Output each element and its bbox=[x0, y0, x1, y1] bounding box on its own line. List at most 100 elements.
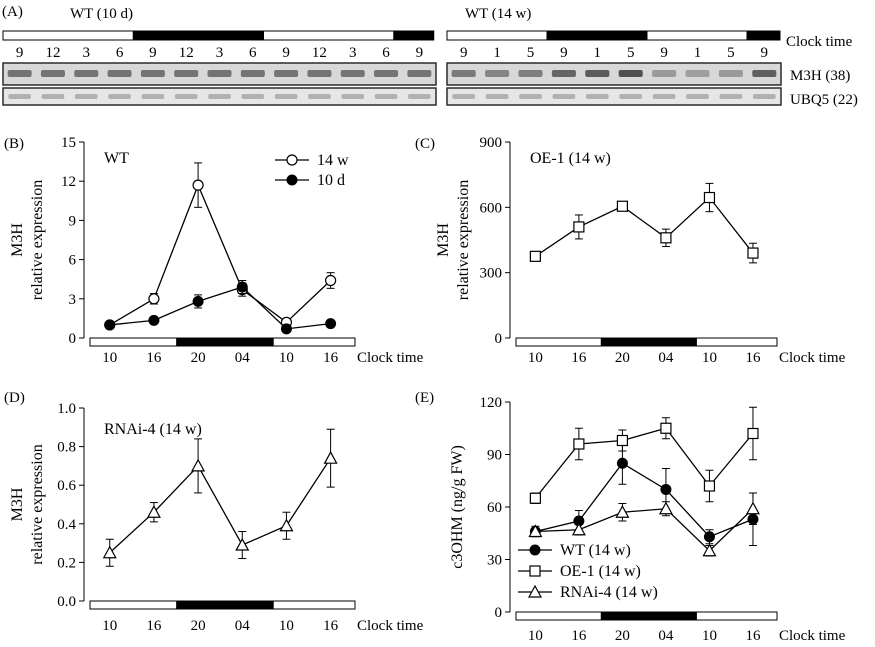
x-tick-label: 16 bbox=[323, 618, 339, 634]
gel-14w-ubq5-band bbox=[719, 94, 743, 99]
x-tick-label: 16 bbox=[745, 628, 761, 644]
gel-10d-m3h-band bbox=[340, 70, 365, 77]
gel-10d-ubq5-band bbox=[341, 94, 365, 99]
y-tick-label: 900 bbox=[480, 135, 503, 151]
data-point bbox=[192, 179, 204, 191]
x-tick-label: 10 bbox=[528, 628, 543, 644]
y-tick-label: 60 bbox=[487, 500, 502, 516]
y-tick-label: 0.8 bbox=[57, 440, 76, 456]
legend-item: OE-1 (14 w) bbox=[518, 563, 641, 580]
gel-14w-ubq5-band bbox=[552, 94, 576, 99]
gel-10d-lane-label: 6 bbox=[382, 45, 390, 61]
data-point bbox=[191, 458, 206, 472]
gel-14w-m3h-band bbox=[652, 70, 677, 77]
y-tick-label: 9 bbox=[69, 213, 77, 229]
data-point bbox=[660, 232, 672, 244]
data-point bbox=[529, 544, 541, 556]
gel-10d-m3h-band bbox=[174, 70, 199, 77]
gel-10d-ubq5-band bbox=[174, 94, 198, 99]
chart-panel-d: (D) 0.0 0.2 0.4 0.6 0.8 1.0 10 16 20 04 10 16 Clock t… bbox=[4, 390, 424, 634]
data-point bbox=[235, 537, 250, 551]
series-rnai-4-14-w- bbox=[528, 492, 760, 557]
gel-10d-lane-label: 3 bbox=[216, 45, 224, 61]
x-tick-label: 10 bbox=[102, 618, 117, 634]
gel-14w-lane-label: 9 bbox=[660, 45, 668, 61]
gel-14w-m3h-band bbox=[551, 70, 576, 77]
y-tick-label: 3 bbox=[69, 292, 77, 308]
gel-14w-ubq5-band bbox=[452, 94, 476, 99]
panel-a-tag: (A) bbox=[2, 4, 23, 20]
gel-10d-lane-label: 6 bbox=[249, 45, 257, 61]
gel-10d-m3h-band bbox=[7, 70, 32, 77]
data-point bbox=[703, 191, 716, 204]
gel-14w-lightdark-segment bbox=[746, 30, 781, 41]
gel-14w-ubq5-band bbox=[686, 94, 709, 99]
y-tick-label: 90 bbox=[487, 448, 502, 464]
data-point bbox=[702, 543, 717, 557]
x-axis-label: Clock time bbox=[779, 628, 846, 644]
inset-label: RNAi-4 (14 w) bbox=[104, 421, 202, 438]
gel-10d-lane-label: 9 bbox=[416, 45, 424, 61]
y-tick-label: 15 bbox=[61, 135, 76, 151]
gel-10d-ubq5-band bbox=[274, 94, 298, 99]
y-tick-label: 0.2 bbox=[57, 555, 76, 571]
gel-14w-lightdark-segment bbox=[646, 30, 748, 41]
y-axis-label: M3H bbox=[9, 487, 26, 521]
gel-14w-lane-label: 5 bbox=[627, 45, 635, 61]
legend-label: 14 w bbox=[317, 152, 349, 169]
data-point bbox=[528, 524, 543, 538]
gel-10d-lane-label: 3 bbox=[349, 45, 357, 61]
gel-14w-lane-label: 5 bbox=[527, 45, 535, 61]
gel-10d-lane-label: 9 bbox=[16, 45, 24, 61]
y-tick-label: 120 bbox=[480, 395, 503, 411]
inset-label: OE-1 (14 w) bbox=[530, 150, 611, 167]
gel-10d-ubq5-band bbox=[208, 94, 231, 99]
x-tick-label: 10 bbox=[102, 350, 117, 366]
y-axis-label: c3OHM (ng/g FW) bbox=[449, 445, 466, 569]
x-tick-label: 10 bbox=[702, 628, 717, 644]
legend-item: WT (14 w) bbox=[518, 542, 631, 559]
x-tick-label: 04 bbox=[658, 628, 674, 644]
gene-label-m3h: M3H (38) bbox=[790, 68, 850, 84]
chart-panel-e: (E) 0 30 60 90 120 10 16 20 04 10 16 Clock time c3OHM… bbox=[415, 390, 846, 644]
series-oe-1-14-w- bbox=[529, 406, 759, 504]
data-point bbox=[323, 450, 338, 464]
gel-10d-m3h-band bbox=[107, 70, 132, 77]
data-point bbox=[615, 504, 630, 518]
data-point bbox=[703, 531, 715, 543]
x-tick-label: 10 bbox=[702, 350, 717, 366]
data-point bbox=[616, 457, 628, 469]
x-tick-label: 20 bbox=[615, 628, 630, 644]
gel-10d-lane-label: 12 bbox=[45, 45, 60, 61]
gel-10d-lane-label: 3 bbox=[83, 45, 91, 61]
y-tick-label: 600 bbox=[480, 200, 503, 216]
gene-label-ubq5: UBQ5 (22) bbox=[790, 92, 858, 108]
dark-period-bar bbox=[600, 338, 697, 346]
legend-label: OE-1 (14 w) bbox=[560, 563, 641, 580]
gel-14w-ubq5-band bbox=[619, 94, 643, 99]
series-14-w bbox=[104, 162, 337, 331]
gel-14w-lane-label: 9 bbox=[460, 45, 468, 61]
data-point bbox=[573, 438, 585, 450]
data-point bbox=[616, 434, 629, 447]
x-axis-label: Clock time bbox=[357, 350, 424, 366]
gel-10d-m3h-band bbox=[240, 70, 265, 77]
data-point bbox=[529, 492, 541, 504]
clock-time-label: Clock time bbox=[786, 34, 853, 50]
gel-10d-lane-label: 12 bbox=[179, 45, 194, 61]
gel-10d-lane-label: 6 bbox=[116, 45, 124, 61]
x-tick-label: 04 bbox=[658, 350, 674, 366]
legend: WT (14 w) OE-1 (14 w) RNAi-4 (14 w) bbox=[518, 542, 658, 601]
gel-10d-m3h-band bbox=[407, 70, 432, 77]
y-axis-label: relative expression bbox=[29, 444, 46, 564]
gel-10d-m3h-band bbox=[74, 70, 99, 77]
gel-10d-ubq5-band bbox=[141, 94, 165, 99]
gel-10d-m3h-band bbox=[40, 70, 65, 77]
gel-14w-m3h-band bbox=[718, 70, 743, 77]
gel-14w-ubq5-band bbox=[652, 94, 676, 99]
gel-14w-ubq5-band bbox=[752, 94, 776, 99]
gel-14w-lightdark-segment bbox=[546, 30, 648, 41]
gel-14w-lane-label: 9 bbox=[560, 45, 568, 61]
x-tick-label: 16 bbox=[571, 350, 587, 366]
gel-14w-lane-label: 5 bbox=[727, 45, 735, 61]
